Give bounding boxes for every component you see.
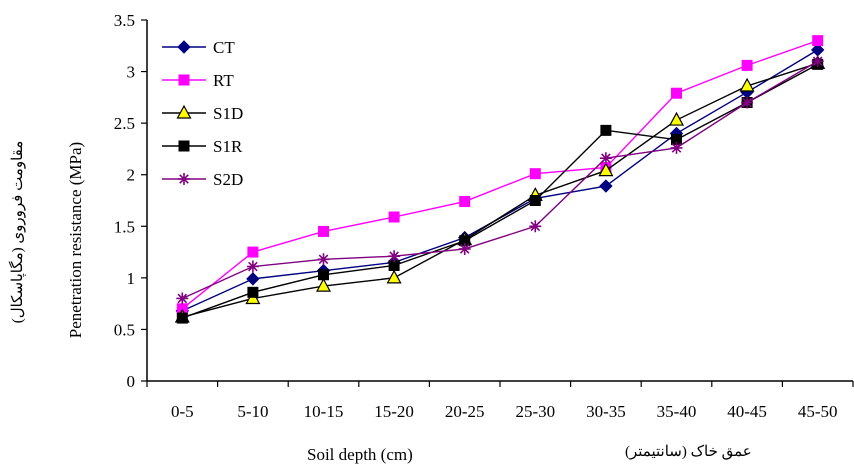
data-point <box>599 152 612 165</box>
data-point <box>739 77 755 92</box>
data-point <box>247 246 259 258</box>
series-s1r <box>176 58 824 324</box>
series-layer <box>174 35 826 324</box>
data-point <box>176 312 188 324</box>
data-point <box>176 292 189 305</box>
data-point <box>318 225 329 237</box>
legend-label: CT <box>213 38 235 57</box>
data-point <box>318 269 329 281</box>
data-point <box>741 96 754 109</box>
x-axis-ticks: 0-5 5-10 10-15 15-20 20-25 25-30 30-35 35-40 40-… <box>146 381 854 421</box>
y-tick-label: 0 <box>127 372 136 391</box>
y-tick-label: 0.5 <box>114 320 135 339</box>
data-point <box>668 111 685 126</box>
data-point <box>529 168 541 180</box>
series-line <box>182 49 819 312</box>
x-tick-label: 30-35 <box>586 402 626 421</box>
x-tick-label: 40-45 <box>727 402 767 421</box>
y-axis-title: Penetration resistance (MPa) <box>66 142 85 338</box>
legend-item-s1r: S1R <box>162 137 243 156</box>
y-tick-label: 3 <box>127 63 136 82</box>
series-s1d <box>174 55 826 323</box>
y-tick-label: 2.5 <box>114 114 135 133</box>
x-tick-label: 45-50 <box>798 402 838 421</box>
legend-marker <box>178 74 190 86</box>
data-point <box>246 272 260 286</box>
data-point <box>315 277 332 292</box>
data-point <box>811 55 824 68</box>
legend-label: S1R <box>213 137 243 156</box>
data-point <box>529 220 542 233</box>
series-line <box>181 39 818 310</box>
legend-label: S2D <box>213 170 243 189</box>
x-tick-label: 0-5 <box>171 402 194 421</box>
data-point <box>317 253 330 266</box>
legend-label: S1D <box>213 104 243 123</box>
series-ct <box>175 43 825 318</box>
series-line <box>182 62 818 318</box>
y-tick-label: 2 <box>127 166 136 185</box>
data-point <box>670 141 683 154</box>
data-point <box>812 35 824 47</box>
legend-marker <box>176 104 192 119</box>
data-point <box>388 250 401 263</box>
legend-item-rt: RT <box>162 71 234 90</box>
legend-marker <box>178 173 190 185</box>
data-point <box>386 269 402 284</box>
x-tick-label: 10-15 <box>304 402 344 421</box>
y-tick-label: 1 <box>127 269 136 288</box>
data-point <box>741 59 753 71</box>
data-point <box>458 242 471 255</box>
data-point <box>388 211 400 223</box>
x-tick-label: 20-25 <box>445 402 485 421</box>
legend-item-ct: CT <box>162 38 235 57</box>
x-tick-label: 25-30 <box>515 402 555 421</box>
y-tick-label: 3.5 <box>114 11 135 30</box>
legend-marker <box>178 140 190 152</box>
x-tick-label: 15-20 <box>374 402 414 421</box>
data-point <box>529 195 541 206</box>
series-line <box>182 60 819 300</box>
data-point <box>671 87 682 99</box>
x-tick-label: 5-10 <box>237 402 268 421</box>
y-axis-ticks: 0 0.5 1 1.5 2 2.5 3 3.5 <box>114 11 147 391</box>
legend: CT RT S1D S1R S2D <box>162 38 243 189</box>
legend-item-s1d: S1D <box>162 104 243 123</box>
series-s2d <box>176 55 824 305</box>
data-point <box>599 179 613 193</box>
data-point <box>600 124 612 136</box>
y-tick-label: 1.5 <box>114 217 135 236</box>
data-point <box>246 260 259 273</box>
legend-item-s2d: S2D <box>162 170 243 189</box>
series-line <box>182 63 819 319</box>
data-point <box>598 162 614 177</box>
data-point <box>459 196 471 208</box>
legend-label: RT <box>213 71 234 90</box>
x-tick-label: 35-40 <box>657 402 697 421</box>
x-axis-title-persian: عمق خاک (سانتیمتر) <box>625 444 752 460</box>
series-rt <box>176 35 824 315</box>
y-axis-title-persian: مقاومت فروروی (مگاپاسکال) <box>8 141 26 324</box>
data-point <box>247 286 259 298</box>
x-axis-title: Soil depth (cm) <box>307 445 413 464</box>
legend-marker <box>177 40 191 54</box>
